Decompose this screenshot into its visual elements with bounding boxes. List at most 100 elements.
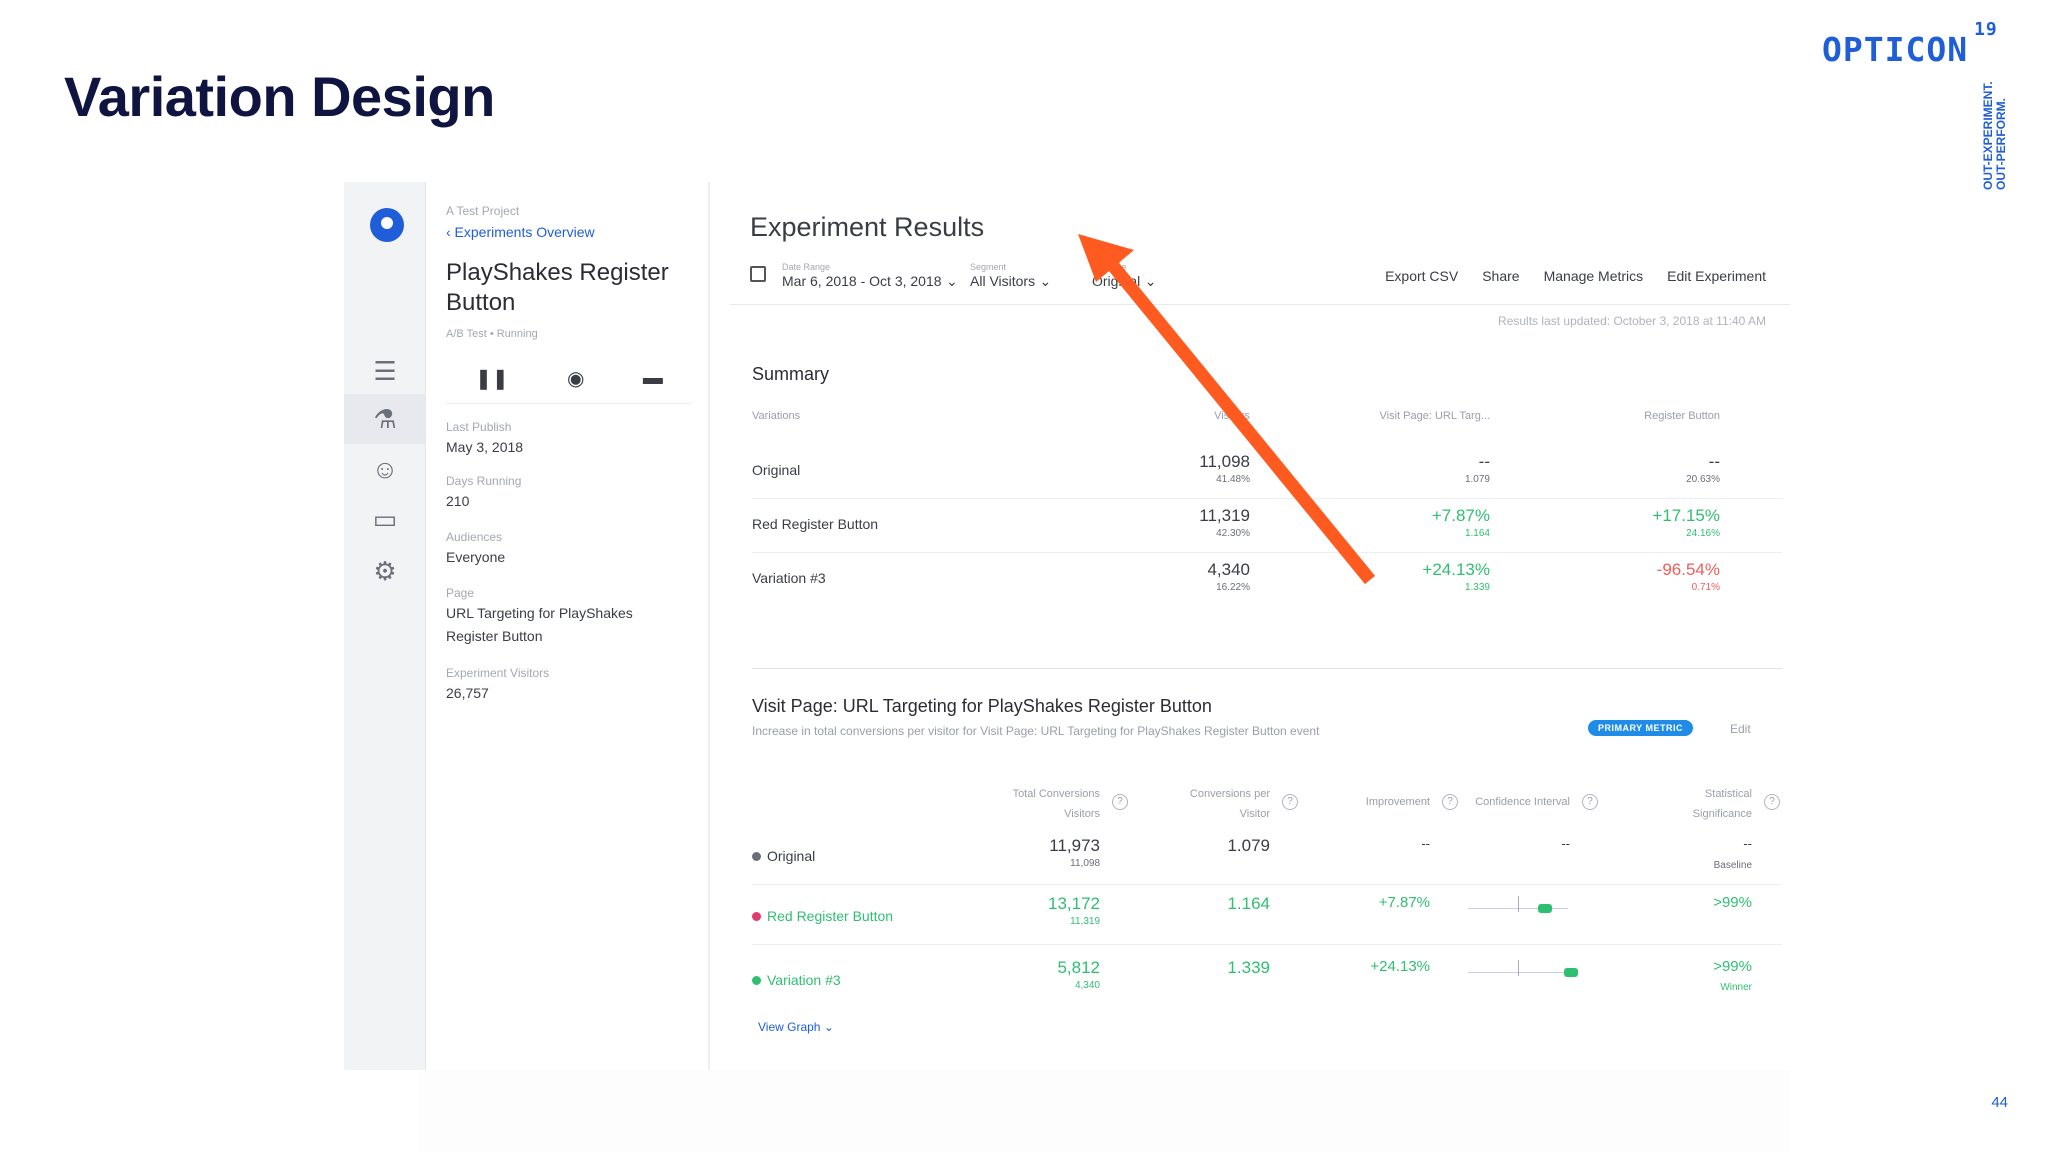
metric-row-label: Original	[752, 848, 815, 864]
archive-icon[interactable]: ▬	[642, 367, 663, 389]
metric2-sub: 20.63%	[1686, 474, 1720, 485]
results-actions: Export CSV Share Manage Metrics Edit Exp…	[1385, 268, 1766, 284]
edit-metric-link[interactable]: Edit	[1730, 722, 1751, 736]
col-metric-1: Visit Page: URL Targ...	[1379, 410, 1490, 422]
field-label: Last Publish	[446, 420, 512, 434]
optimizely-screenshot: ☰ ⚗ ☺ ▭ ⚙ A Test Project ‹ Experiments O…	[344, 182, 1790, 1070]
audiences-icon[interactable]: ☺	[371, 453, 399, 484]
experiment-actions: ❚❚ ◉ ▬	[446, 354, 692, 404]
summary-title: Summary	[752, 364, 830, 384]
brand-tagline: OUT-EXPERIMENT. OUT-PERFORM.	[1981, 81, 2008, 190]
opticon-logo: OPTICON19	[1822, 19, 1998, 69]
manage-metrics-link[interactable]: Manage Metrics	[1543, 268, 1644, 284]
export-csv-link[interactable]: Export CSV	[1385, 268, 1459, 284]
significance: --	[1743, 836, 1752, 851]
screen-icon[interactable]: ▭	[372, 503, 398, 534]
optimizely-logo-icon[interactable]	[370, 208, 404, 242]
help-icon[interactable]: ?	[1442, 794, 1458, 810]
help-icon[interactable]: ?	[1582, 794, 1598, 810]
divider	[730, 304, 1790, 305]
metric1-sub: 1.339	[1464, 582, 1490, 593]
field-label: Audiences	[446, 530, 503, 544]
metric1-value: +24.13%	[1422, 560, 1490, 579]
metric1-value: +7.87%	[1431, 506, 1490, 525]
page-number: 44	[1991, 1094, 2008, 1111]
col-improvement: Improvement	[1365, 796, 1430, 808]
metric-title: Visit Page: URL Targeting for PlayShakes…	[752, 696, 1212, 716]
metric2-sub: 24.16%	[1686, 528, 1720, 539]
variation-dot	[752, 852, 761, 861]
left-nav-rail: ☰ ⚗ ☺ ▭ ⚙	[344, 182, 426, 1070]
results-title: Experiment Results	[750, 212, 985, 242]
field-value: Everyone	[446, 549, 506, 565]
total-conversions: 11,973	[1049, 836, 1100, 855]
conversions-per-visitor: 1.079	[1227, 836, 1270, 855]
improvement: +7.87%	[1378, 894, 1430, 911]
row-divider	[752, 944, 1782, 945]
col-conversions-per-visitor: Conversions per Visitor	[1189, 788, 1270, 820]
visitors-count: 4,340	[1074, 980, 1100, 991]
list-icon[interactable]: ☰	[373, 355, 397, 386]
segment-filter[interactable]: Segment All Visitors ⌄	[970, 262, 1052, 289]
date-range-filter[interactable]: Date Range Mar 6, 2018 - Oct 3, 2018 ⌄	[782, 262, 958, 289]
field-value: May 3, 2018	[446, 439, 524, 455]
improvement: --	[1421, 836, 1430, 851]
share-link[interactable]: Share	[1482, 268, 1520, 284]
col-confidence-interval: Confidence Interval	[1475, 796, 1570, 808]
baseline-filter[interactable]: Baseline Original ⌄	[1092, 262, 1157, 289]
visitors-count: 11,098	[1070, 858, 1100, 869]
metric1-value: --	[1478, 452, 1490, 471]
slide-title: Variation Design	[64, 65, 495, 128]
improvement: +24.13%	[1370, 958, 1430, 975]
chevron-down-icon: ⌄	[1039, 273, 1052, 289]
metric2-value: +17.15%	[1652, 506, 1720, 525]
experiment-details-panel: A Test Project ‹ Experiments Overview Pl…	[426, 182, 710, 1070]
col-metric-2: Register Button	[1644, 410, 1720, 422]
significance: >99%	[1713, 958, 1752, 975]
help-icon[interactable]: ?	[1112, 794, 1128, 810]
help-icon[interactable]: ?	[1282, 794, 1298, 810]
field-label: Days Running	[446, 474, 522, 488]
metric2-sub: 0.71%	[1691, 582, 1720, 593]
row-divider	[752, 884, 1782, 885]
confidence-interval: --	[1561, 836, 1570, 851]
calendar-icon	[750, 266, 766, 282]
metric1-sub: 1.164	[1464, 528, 1490, 539]
metric1-sub: 1.079	[1464, 474, 1490, 485]
beaker-icon[interactable]: ⚗	[344, 394, 426, 444]
last-updated: Results last updated: October 3, 2018 at…	[1498, 314, 1766, 328]
conversions-per-visitor: 1.164	[1227, 894, 1270, 913]
visitors-pct: 16.22%	[1216, 582, 1250, 593]
significance-note: Baseline	[1713, 860, 1752, 871]
field-value: URL Targeting for PlayShakes Register Bu…	[446, 605, 633, 644]
significance: >99%	[1713, 894, 1752, 911]
metric2-value: --	[1708, 452, 1720, 471]
primary-metric-badge: PRIMARY METRIC	[1588, 720, 1694, 736]
experiment-title: PlayShakes Register Button	[446, 259, 669, 316]
preview-eye-icon[interactable]: ◉	[567, 368, 585, 390]
significance-note: Winner	[1720, 982, 1752, 993]
edit-experiment-link[interactable]: Edit Experiment	[1667, 268, 1766, 284]
help-icon[interactable]: ?	[1764, 794, 1780, 810]
summary-row-label: Variation #3	[752, 570, 826, 586]
col-variations: Variations	[752, 410, 801, 422]
pause-icon[interactable]: ❚❚	[475, 368, 509, 390]
chevron-down-icon: ⌄	[1144, 273, 1157, 289]
gear-icon[interactable]: ⚙	[373, 555, 397, 586]
metric-row-label[interactable]: Red Register Button	[752, 908, 893, 924]
conversions-per-visitor: 1.339	[1227, 958, 1270, 977]
variation-dot	[752, 912, 761, 921]
summary-row-label: Original	[752, 462, 801, 478]
chevron-down-icon: ⌄	[945, 273, 958, 289]
field-value: 26,757	[446, 685, 489, 701]
summary-row-label: Red Register Button	[752, 516, 879, 532]
section-divider	[752, 668, 1782, 669]
breadcrumb-link[interactable]: ‹ Experiments Overview	[446, 224, 595, 240]
total-conversions: 13,172	[1048, 894, 1100, 913]
view-graph-link[interactable]: View Graph ⌄	[758, 1020, 834, 1034]
visitors-count: 11,319	[1070, 916, 1100, 927]
metric-row-label[interactable]: Variation #3	[752, 972, 841, 988]
field-label: Page	[446, 586, 475, 600]
field-label: Experiment Visitors	[446, 666, 550, 680]
variation-dot	[752, 976, 761, 985]
